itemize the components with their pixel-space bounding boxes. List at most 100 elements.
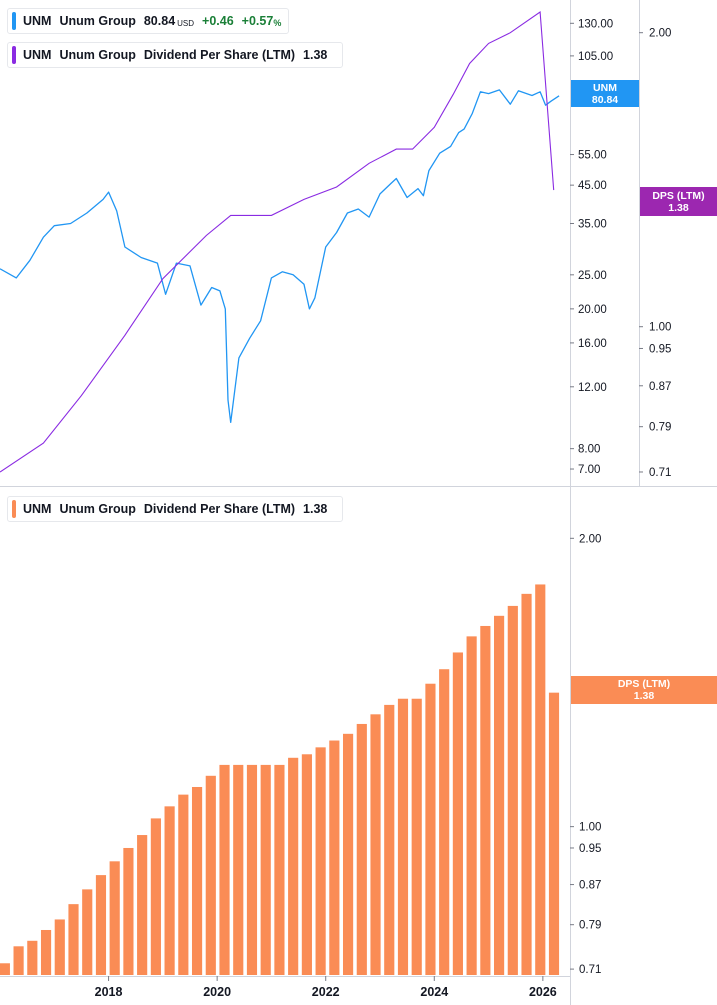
dps-bar (0, 963, 10, 975)
dps-line-swatch (12, 46, 16, 64)
price-panel (0, 11, 560, 473)
price-tick-label: 12.00 (578, 382, 607, 394)
dps-tick-label: 1.00 (649, 322, 671, 334)
price-tick-label: 8.00 (578, 444, 600, 456)
bar-axis-tick-label: 2.00 (579, 533, 601, 545)
price-tick-label: 35.00 (578, 218, 607, 230)
legend-metric: Dividend Per Share (LTM) (143, 502, 296, 516)
dps-bar (95, 875, 107, 975)
price-tick-label: 105.00 (578, 51, 613, 63)
dps-bar-panel (0, 584, 560, 975)
dps-bar (40, 929, 52, 975)
x-tick-label: 2022 (312, 985, 340, 999)
legend-ticker: UNM (23, 48, 52, 62)
x-tick-label: 2024 (420, 985, 448, 999)
dps-badge-top-label: DPS (LTM) (652, 190, 705, 202)
dps-bar (356, 723, 367, 975)
dps-bar (205, 775, 216, 975)
dps-bar (288, 757, 299, 975)
dps-bar (233, 764, 244, 975)
price-badge-value: 80.84 (591, 94, 619, 106)
legend-metric: Dividend Per Share (LTM) (143, 48, 296, 62)
dps-bar (548, 692, 560, 975)
dps-badge-top-value: 1.38 (668, 202, 689, 214)
legend-change-pct: +0.57 (241, 14, 274, 28)
dps-bar (137, 835, 148, 975)
dps-tick-label: 0.87 (649, 381, 671, 393)
x-tick-label: 2026 (529, 985, 557, 999)
dps-bar (370, 714, 381, 975)
dps-bar (521, 593, 532, 975)
dps-bar (342, 733, 354, 975)
dps-tick-label: 0.71 (649, 467, 671, 479)
dps-bar (178, 794, 189, 975)
legend-ticker: UNM (23, 502, 52, 516)
dps-bar (109, 861, 120, 975)
legend-ticker: UNM (23, 14, 52, 28)
price-tick-label: 45.00 (578, 180, 607, 192)
bar-axis-tick-label: 0.95 (579, 843, 601, 855)
dps-bar (68, 904, 79, 975)
dps-bar (246, 764, 258, 975)
dps-bar (13, 946, 24, 975)
legend-company: Unum Group (59, 48, 136, 62)
legend-dps-bars[interactable]: UNM Unum Group Dividend Per Share (LTM) … (7, 496, 344, 522)
dps-badge-bottom: DPS (LTM) 1.38 (571, 676, 717, 704)
price-tick-label: 25.00 (578, 270, 607, 282)
dps-tick-label: 0.79 (649, 422, 671, 434)
dps-bar (397, 698, 409, 975)
legend-value: 1.38 (303, 502, 328, 516)
dps-badge-bottom-label: DPS (LTM) (617, 678, 671, 690)
price-tick-label: 7.00 (578, 464, 600, 476)
dps-bar (439, 669, 450, 975)
dps-bar (480, 625, 491, 975)
dps-bar (274, 764, 285, 975)
price-series-line (0, 89, 560, 424)
dps-bar (123, 847, 134, 975)
legend-value: 1.38 (303, 48, 328, 62)
price-tick-label: 16.00 (578, 338, 607, 350)
legend-pct-sign: % (273, 18, 282, 28)
dps-bar (27, 940, 38, 975)
dps-bar (466, 636, 477, 975)
legend-price[interactable]: UNM Unum Group 80.84 USD +0.46 +0.57 % (7, 8, 290, 34)
dps-tick-label: 2.00 (649, 28, 671, 40)
price-tick-label: 130.00 (578, 18, 613, 30)
legend-dps-line[interactable]: UNM Unum Group Dividend Per Share (LTM) … (7, 42, 344, 68)
dps-badge-top: DPS (LTM) 1.38 (640, 187, 717, 216)
x-tick-label: 2020 (203, 985, 231, 999)
legend-company: Unum Group (59, 502, 136, 516)
legend-change: +0.46 (202, 14, 234, 28)
price-badge-ticker: UNM (593, 82, 617, 94)
dps-bar (219, 764, 230, 975)
dps-bar (315, 747, 326, 975)
dps-bar (329, 740, 340, 975)
dps-tick-label: 0.95 (649, 343, 671, 355)
price-tick-label: 55.00 (578, 150, 607, 162)
dps-bar (54, 919, 65, 975)
dps-bar (150, 818, 161, 975)
price-swatch (12, 12, 16, 30)
x-tick-label: 2018 (95, 985, 123, 999)
dps-series-line (0, 11, 555, 473)
bar-axis-tick-label: 0.79 (579, 920, 601, 932)
price-badge: UNM 80.84 (571, 80, 639, 107)
dps-bar (494, 615, 505, 975)
legend-unit: USD (177, 18, 195, 28)
dps-bar (452, 652, 463, 975)
dps-bar (260, 764, 271, 975)
dps-bar (507, 605, 518, 975)
bar-axis-tick-label: 1.00 (579, 822, 601, 834)
dps-bar (384, 704, 395, 975)
dps-bar (191, 786, 203, 975)
dps-bar (82, 889, 93, 975)
bar-axis-tick-label: 0.87 (579, 880, 601, 892)
price-tick-label: 20.00 (578, 304, 607, 316)
dps-bar (411, 698, 422, 975)
dps-bar (164, 806, 175, 975)
dps-badge-bottom-value: 1.38 (633, 690, 655, 702)
dps-bars-swatch (12, 500, 16, 518)
dps-bar (301, 754, 312, 975)
